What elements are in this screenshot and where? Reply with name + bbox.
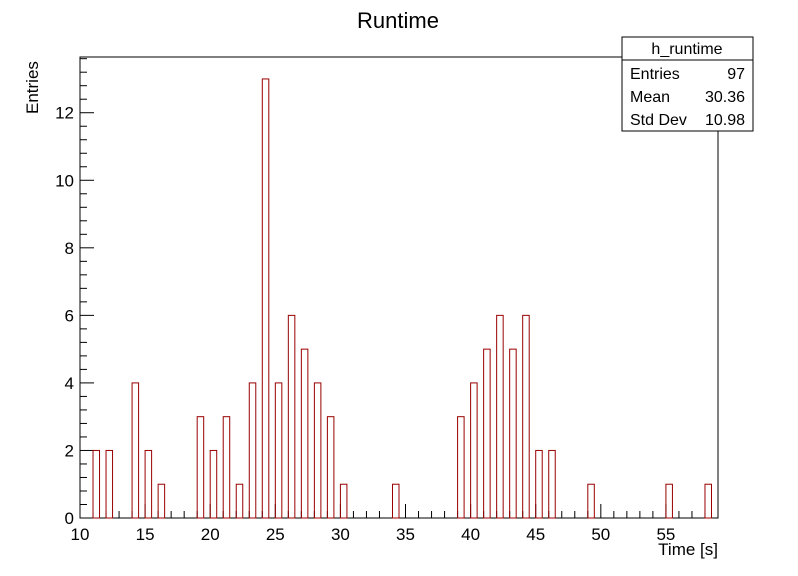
x-tick-label: 20 [201,525,220,544]
bars-group [92,78,712,519]
histogram-bar [535,449,543,519]
axes: 10 15 20 25 30 35 40 45 50 55 0 2 4 6 8 10 12 [55,56,719,544]
stats-stddev-value: 10.98 [705,112,745,129]
histogram-bar [222,416,231,519]
histogram-bar [548,449,556,519]
histogram-bar [274,382,283,519]
histogram-bar [209,449,218,519]
histogram-bar [391,483,400,519]
histogram-bar [196,416,205,519]
histogram-bar [457,416,465,519]
x-tick-label: 35 [396,525,415,544]
y-tick-label: 8 [65,239,74,258]
y-tick-label: 4 [65,374,74,393]
stats-mean-value: 30.36 [705,89,745,106]
x-tick-label: 25 [266,525,285,544]
histogram-bar [92,449,101,519]
histogram-bar [704,483,712,519]
stats-mean-label: Mean [630,89,670,106]
histogram-bar [144,449,153,519]
histogram-bar [131,382,140,519]
x-axis-title: Time [s] [658,540,718,559]
histogram-bar [665,483,673,519]
histogram-bar [300,348,309,519]
histogram-bar [313,382,322,519]
stats-stddev-label: Std Dev [630,112,687,129]
y-tick-label: 6 [65,306,74,325]
chart-title: Runtime [357,8,439,33]
histogram-bar [483,348,491,519]
histogram-bar [509,348,517,519]
x-tick-label: 15 [136,525,155,544]
histogram-bar [326,416,335,519]
stats-box-title: h_runtime [651,41,722,58]
y-tick-label: 10 [55,171,74,190]
histogram-bar [261,78,270,519]
x-tick-label: 40 [461,525,480,544]
y-axis-title: Entries [23,61,42,114]
x-tick-label: 55 [656,525,675,544]
histogram-bar [470,382,478,519]
x-tick-label: 30 [331,525,350,544]
y-tick-label: 2 [65,441,74,460]
histogram-bar [248,382,257,519]
x-tick-label: 50 [591,525,610,544]
x-tick-label: 45 [526,525,545,544]
histogram-bar [587,483,595,519]
histogram-bar [522,314,530,519]
stats-box: h_runtime Entries 97 Mean 30.36 Std Dev … [621,36,754,132]
stats-box-frame [621,36,754,132]
histogram-bar [157,483,166,519]
stats-entries-label: Entries [630,66,680,83]
histogram-bar [105,449,114,519]
histogram-bar [235,483,244,519]
histogram-bar [287,314,296,519]
x-tick-label: 10 [71,525,90,544]
y-tick-label: 12 [55,104,74,123]
histogram-bar [496,314,504,519]
histogram-bar [339,483,348,519]
y-tick-label: 0 [65,509,74,528]
stats-entries-value: 97 [727,66,745,83]
